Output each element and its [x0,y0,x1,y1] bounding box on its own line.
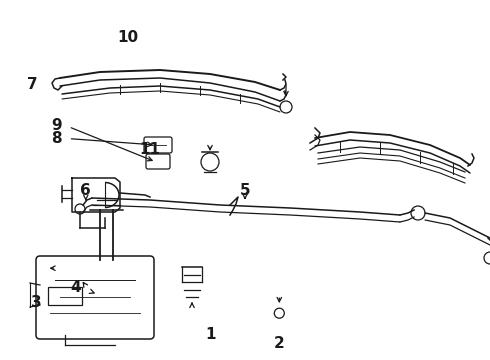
Text: 7: 7 [26,77,37,92]
Text: 6: 6 [80,183,91,198]
Text: 3: 3 [31,295,42,310]
Text: 1: 1 [205,327,216,342]
Text: 4: 4 [71,280,81,296]
Text: 11: 11 [139,142,160,157]
Text: 5: 5 [240,183,250,198]
Text: 2: 2 [274,336,285,351]
Text: 10: 10 [117,30,138,45]
Text: 8: 8 [51,131,62,146]
Text: 9: 9 [51,118,62,134]
